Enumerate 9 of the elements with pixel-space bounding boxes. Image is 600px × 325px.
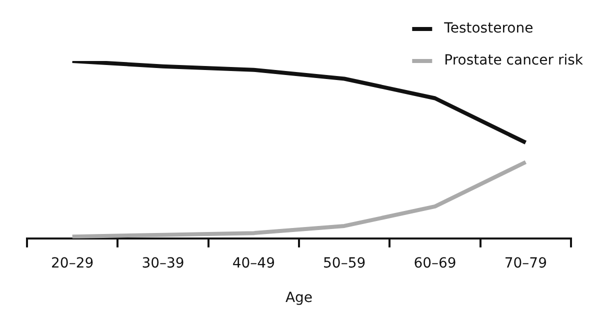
x-tick-label: 70–79: [504, 255, 547, 272]
x-axis-title: Age: [285, 290, 313, 306]
legend-label: Prostate cancer risk: [444, 52, 584, 69]
x-tick-label: 50–59: [323, 255, 366, 272]
x-tick-label: 30–39: [142, 255, 184, 272]
legend-label: Testosterone: [443, 20, 534, 37]
x-tick-label: 40–49: [232, 255, 275, 272]
x-tick-label: 60–69: [414, 255, 456, 272]
x-tick-label: 20–29: [51, 255, 94, 272]
